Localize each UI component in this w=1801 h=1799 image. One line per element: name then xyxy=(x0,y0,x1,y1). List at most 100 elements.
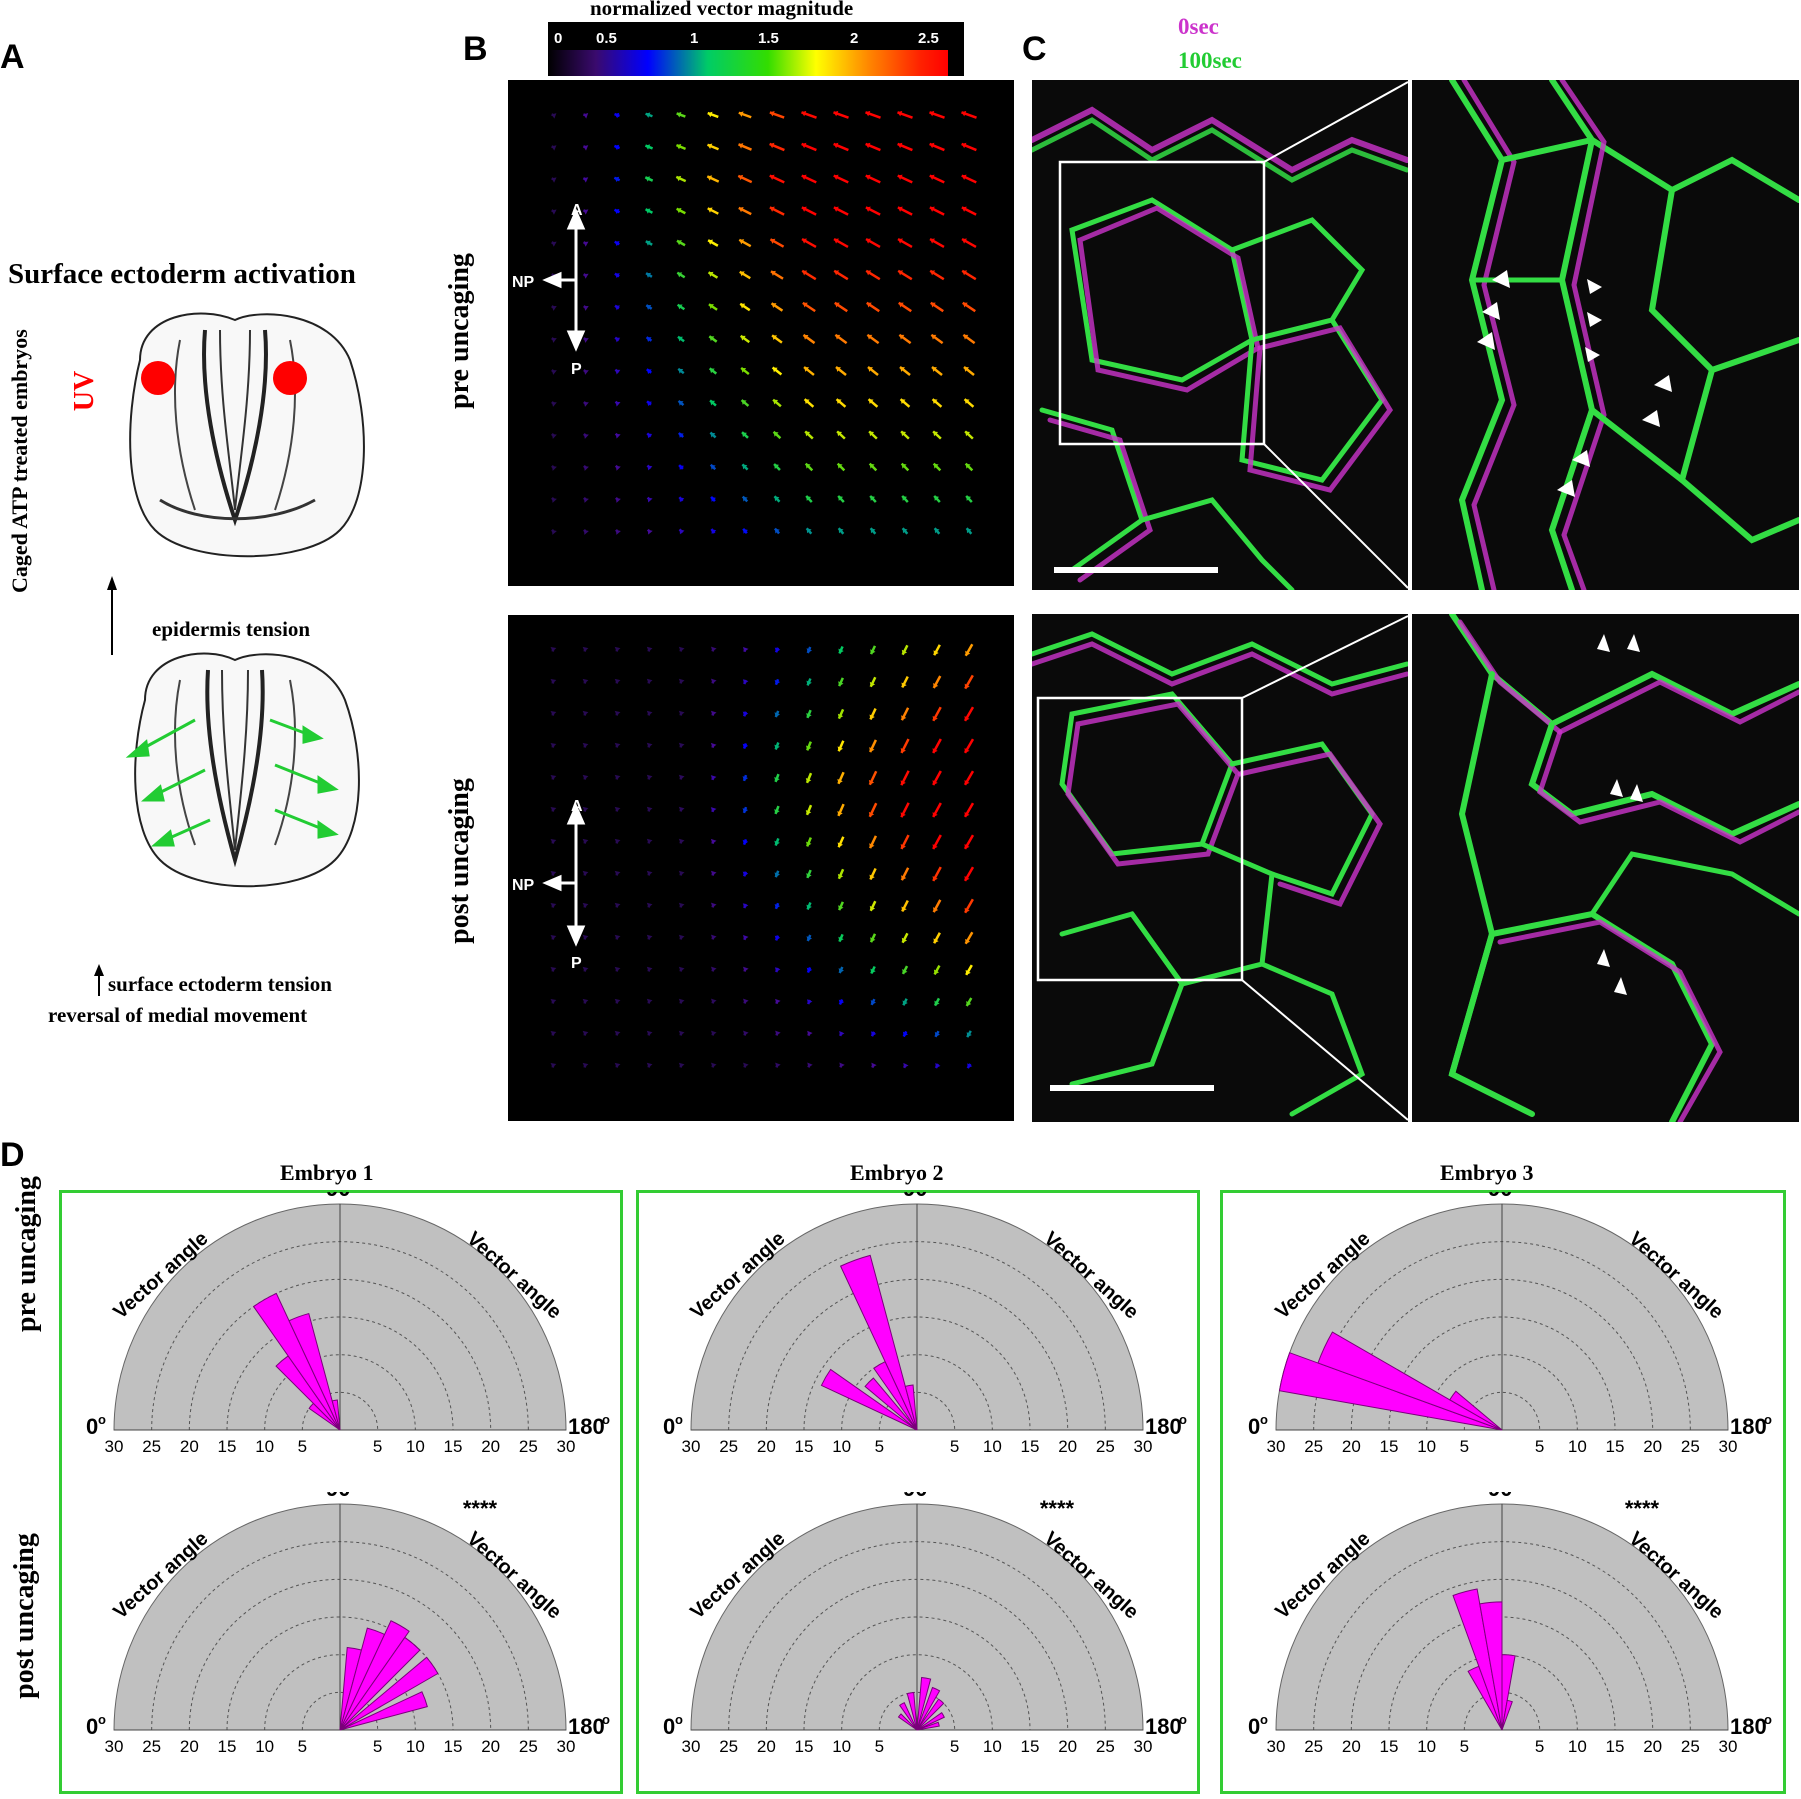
angle-degree-mark: o xyxy=(1260,1712,1268,1727)
field-vector-head xyxy=(743,528,749,534)
field-vector-head xyxy=(678,870,685,876)
field-vector-head xyxy=(775,998,781,1004)
field-vector-head xyxy=(806,495,812,501)
legend-100sec: 100sec xyxy=(1178,48,1242,73)
field-vector-head xyxy=(551,209,557,215)
field-vector-head xyxy=(929,206,935,212)
field-vector-head xyxy=(833,142,839,149)
field-vector-head xyxy=(836,399,842,405)
field-vector-head xyxy=(582,710,589,716)
field-vector-head xyxy=(551,338,557,343)
field-vector-head xyxy=(964,399,970,405)
field-vector-head xyxy=(774,809,780,814)
field-vector-head xyxy=(708,271,714,277)
field-vector-head xyxy=(614,998,621,1004)
field-vector-head xyxy=(806,648,813,653)
field-vector-head xyxy=(966,1001,972,1006)
colorbar-tick: 2.5 xyxy=(918,30,939,47)
angle-degree-mark: o xyxy=(1764,1712,1772,1727)
field-vector-head xyxy=(582,934,589,940)
field-vector-head xyxy=(837,842,843,848)
field-vector-head xyxy=(678,934,685,940)
field-vector-head xyxy=(963,334,969,340)
micrograph-pre xyxy=(1032,80,1799,590)
field-vector-head xyxy=(550,870,557,876)
field-vector-head xyxy=(869,431,875,437)
field-vector-head xyxy=(614,934,621,940)
embryo-title-1: Embryo 1 xyxy=(280,1160,374,1185)
rose-bar xyxy=(906,1691,918,1731)
radial-tick-label: 30 xyxy=(557,1737,576,1756)
field-vector-head xyxy=(964,715,970,721)
field-vector-head xyxy=(710,432,716,438)
field-vector-head xyxy=(801,142,807,149)
field-vector-head xyxy=(898,238,903,244)
radial-tick-label: 10 xyxy=(1568,1737,1587,1756)
radial-tick-label: 20 xyxy=(1058,1737,1077,1756)
field-vector-head xyxy=(679,529,685,535)
field-vector-head xyxy=(964,907,970,913)
field-vector-head xyxy=(804,399,810,405)
radial-tick-label: 20 xyxy=(481,1437,500,1456)
caged-atp-label: Caged ATP treated embryos xyxy=(7,329,32,593)
rose-bar xyxy=(339,1636,421,1731)
field-vector-head xyxy=(774,528,780,534)
field-vector-head xyxy=(869,874,875,880)
radial-tick-label: 20 xyxy=(1643,1437,1662,1456)
field-vector-head xyxy=(710,1062,717,1068)
colorbar-tick: 1 xyxy=(690,30,698,47)
field-vector-head xyxy=(742,743,749,749)
field-vector-head xyxy=(741,367,747,373)
field-vector-head xyxy=(678,368,684,374)
field-vector-head xyxy=(964,811,970,817)
field-vector-head xyxy=(934,1000,940,1006)
field-vector-head xyxy=(614,112,620,119)
field-vector-head xyxy=(583,273,589,279)
field-vector-head xyxy=(933,463,939,469)
field-vector-head xyxy=(963,367,969,372)
field-vector-head xyxy=(614,176,620,183)
field-vector-head xyxy=(550,934,557,940)
field-vector-head xyxy=(933,938,939,944)
field-vector-head xyxy=(615,337,621,343)
panel-label-b: B xyxy=(463,30,488,68)
field-vector-head xyxy=(932,748,938,754)
field-vector-head xyxy=(678,710,685,716)
field-vector-head xyxy=(933,431,939,437)
radial-tick-label: 5 xyxy=(1535,1737,1544,1756)
field-vector-head xyxy=(582,678,589,684)
field-vector-head xyxy=(678,774,685,780)
field-vector-head xyxy=(929,110,935,117)
field-vector-head xyxy=(867,334,873,340)
field-vector-head xyxy=(801,174,807,181)
field-vector-head xyxy=(646,934,653,940)
field-vector-head xyxy=(774,679,781,685)
angle-degree-mark: o xyxy=(98,1412,106,1427)
field-vector-head xyxy=(550,902,557,908)
field-vector-head xyxy=(865,110,871,117)
field-vector-head xyxy=(805,431,811,437)
field-vector-head xyxy=(806,745,812,751)
colorbar-tick: 2 xyxy=(850,30,858,47)
field-vector-head xyxy=(710,966,717,972)
zoom-box-pre xyxy=(1058,160,1266,446)
radial-tick-label: 25 xyxy=(142,1737,161,1756)
radial-tick-label: 5 xyxy=(298,1437,307,1456)
field-vector-head xyxy=(869,843,875,849)
field-vector-head xyxy=(615,369,621,375)
field-vector-head xyxy=(679,497,685,503)
radial-tick-label: 20 xyxy=(757,1437,776,1456)
field-vector-head xyxy=(614,774,621,780)
field-vector-head xyxy=(742,839,749,845)
field-vector-head xyxy=(900,747,906,753)
field-vector-head xyxy=(806,936,813,942)
angle-label: 180 xyxy=(1730,1714,1767,1739)
field-vector-head xyxy=(645,144,651,150)
field-vector-head xyxy=(902,1000,908,1006)
angle-degree-mark: o xyxy=(1764,1412,1772,1427)
vector-field-pre: A P NP xyxy=(508,80,1014,586)
rose-bar xyxy=(904,1384,918,1431)
angle-label: 0 xyxy=(663,1714,675,1739)
angle-label: 180 xyxy=(1145,1714,1182,1739)
field-vector-head xyxy=(550,998,557,1004)
